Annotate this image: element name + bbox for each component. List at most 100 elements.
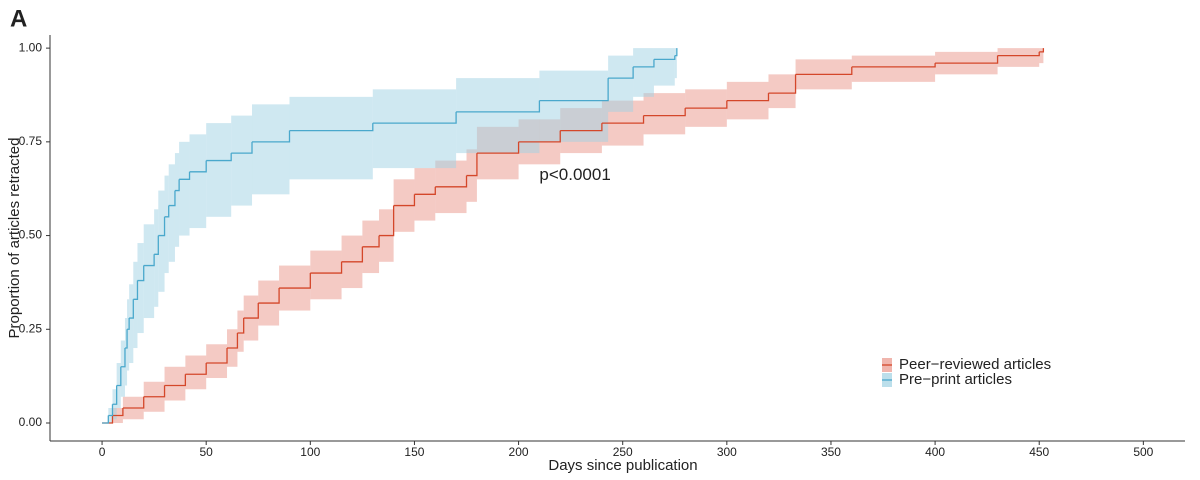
step-line: [674, 48, 678, 57]
ci-band-step: [851, 55, 936, 82]
step-line: [456, 100, 541, 113]
step-line: [206, 153, 232, 162]
y-tick-label: 0.50: [19, 228, 43, 242]
ci-band-step: [154, 209, 159, 307]
ci-band-step: [206, 123, 232, 217]
ci-band-step: [608, 55, 634, 112]
ci-band-step: [168, 164, 175, 262]
x-tick-label: 50: [200, 445, 214, 459]
x-tick-label: 450: [1029, 445, 1049, 459]
ci-band-step: [137, 243, 144, 334]
step-line: [185, 363, 207, 375]
ci-band-step: [179, 141, 190, 236]
y-tick-label: 0.00: [19, 415, 43, 429]
step-line: [189, 160, 207, 173]
step-line: [227, 333, 239, 349]
step-line: [633, 59, 655, 68]
step-line: [179, 171, 191, 180]
step-line: [1039, 48, 1045, 53]
step-line: [341, 246, 364, 263]
step-line: [143, 385, 166, 398]
step-line: [476, 141, 520, 154]
step-line: [137, 265, 145, 282]
ci-band-step: [1039, 48, 1044, 64]
ci-band-step: [133, 261, 138, 349]
ci-band-step: [124, 318, 128, 386]
x-tick-label: 350: [821, 445, 841, 459]
step-line: [997, 51, 1040, 57]
x-tick-label: 400: [925, 445, 945, 459]
step-line: [372, 111, 457, 124]
step-line: [643, 108, 686, 117]
x-tick-label: 0: [99, 445, 106, 459]
step-line: [206, 348, 228, 364]
step-line: [174, 179, 180, 192]
ci-band-step: [674, 48, 677, 79]
step-line: [164, 374, 187, 387]
x-tick-label: 300: [717, 445, 737, 459]
step-line: [124, 329, 128, 349]
ci-band-step: [768, 74, 796, 109]
ci-band-step: [237, 310, 244, 352]
ci-band-step: [289, 96, 373, 180]
ci-band-step: [252, 104, 290, 195]
step-line: [252, 130, 291, 143]
step-line: [851, 63, 936, 68]
step-line: [539, 78, 609, 102]
ci-band-step: [372, 89, 457, 169]
step-line: [685, 100, 728, 109]
panel-label: A: [10, 5, 27, 32]
step-line: [108, 404, 114, 417]
step-line: [237, 318, 245, 334]
step-line: [518, 130, 561, 143]
step-line: [608, 66, 634, 79]
step-line: [129, 299, 134, 319]
legend-label: Peer−reviewed articles: [899, 356, 1051, 373]
step-line: [726, 93, 770, 102]
step-line: [435, 175, 468, 188]
step-line: [231, 141, 253, 154]
ci-band-step: [164, 175, 169, 274]
step-line: [122, 396, 145, 409]
step-line: [653, 55, 676, 61]
step-line: [414, 186, 436, 195]
ci-band-step: [127, 299, 130, 371]
step-line: [164, 205, 170, 218]
step-line: [116, 366, 122, 387]
step-line: [127, 318, 130, 330]
x-tick-label: 250: [613, 445, 633, 459]
ci-band-step: [189, 134, 207, 229]
step-line: [158, 216, 166, 237]
step-line: [112, 385, 118, 405]
ci-band-step: [310, 250, 342, 300]
ci-band-step: [997, 48, 1040, 67]
x-tick-label: 200: [509, 445, 529, 459]
annotation: p<0.0001: [539, 165, 610, 184]
step-line: [935, 55, 999, 64]
step-line: [112, 408, 124, 417]
ci-band-step: [129, 284, 134, 364]
x-tick-label: 150: [404, 445, 424, 459]
ci-band-step: [456, 78, 540, 154]
x-tick-label: 500: [1133, 445, 1153, 459]
ci-band-step: [174, 153, 180, 247]
band: [108, 48, 677, 424]
ci-band-step: [164, 366, 186, 401]
legend-label: Pre−print articles: [899, 371, 1012, 388]
x-tick-label: 100: [300, 445, 320, 459]
y-tick-label: 1.00: [19, 40, 43, 54]
step-line: [379, 205, 395, 237]
step-line: [168, 190, 176, 207]
step-line: [768, 74, 797, 94]
y-tick-label: 0.75: [19, 134, 43, 148]
step-line: [289, 123, 374, 132]
ci-band-step: [143, 224, 155, 319]
step-line: [143, 254, 155, 267]
step-line: [795, 66, 853, 76]
x-axis-title: Days since publication: [548, 457, 697, 474]
step-line: [393, 194, 416, 207]
step-line: [120, 348, 126, 368]
step-line: [258, 288, 280, 304]
ci-band-step: [158, 190, 165, 292]
